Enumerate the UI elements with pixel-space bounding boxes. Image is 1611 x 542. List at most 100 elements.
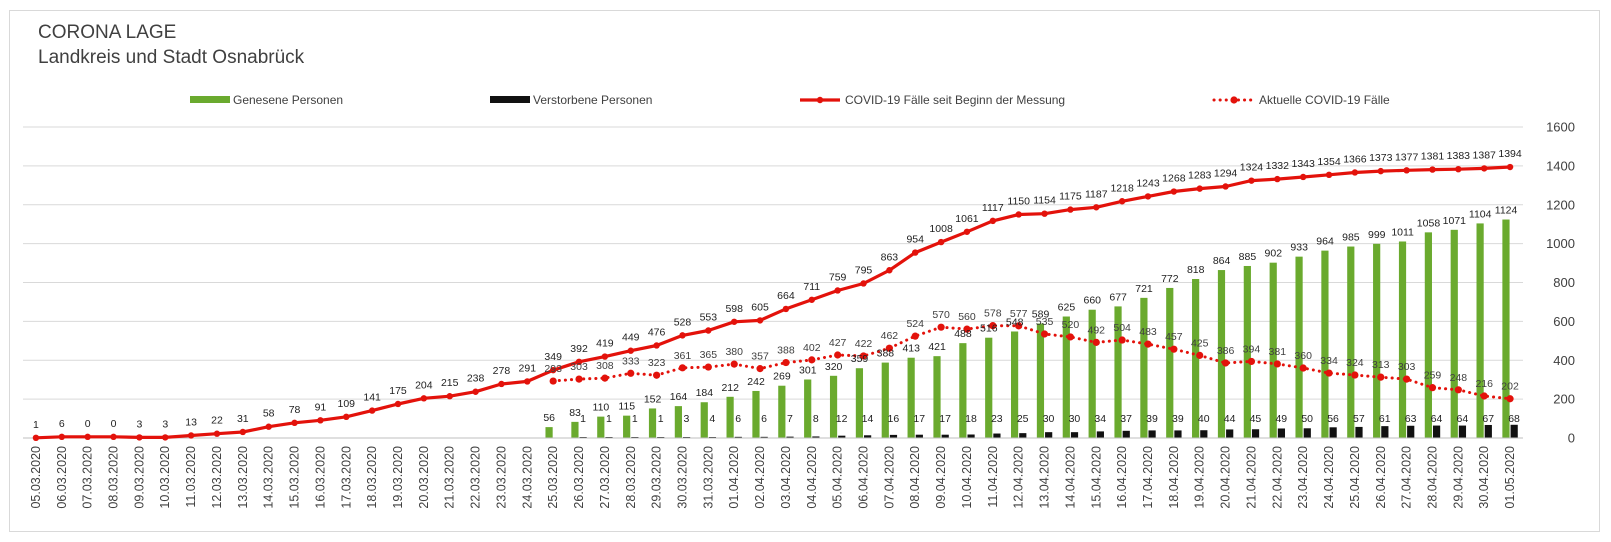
recovered-bar (1140, 297, 1148, 438)
deceased-data-label: 57 (1353, 413, 1365, 425)
cumulative-cases-point (472, 388, 479, 395)
x-tick-label: 21.04.2020 (1244, 446, 1258, 509)
recovered-data-label: 864 (1213, 255, 1231, 267)
cumulative-data-label: 528 (674, 316, 692, 328)
x-tick-label: 18.04.2020 (1167, 446, 1181, 509)
recovered-bar (804, 379, 812, 438)
recovered-data-label: 818 (1187, 264, 1205, 276)
deceased-data-label: 68 (1508, 413, 1520, 425)
current-cases-point (1325, 369, 1333, 377)
x-tick-label: 19.04.2020 (1193, 446, 1207, 509)
x-tick-label: 24.03.2020 (520, 446, 534, 509)
cumulative-data-label: 6 (59, 418, 65, 430)
cumulative-data-label: 278 (493, 365, 511, 377)
recovered-data-label: 164 (670, 391, 688, 403)
current-cases-point (704, 363, 712, 371)
current-cases-point (730, 360, 738, 368)
recovered-bar (1036, 323, 1045, 438)
cumulative-data-label: 349 (544, 351, 562, 363)
current-data-label: 202 (1501, 381, 1519, 393)
cumulative-cases-point (58, 433, 65, 441)
x-tick-label: 05.03.2020 (29, 446, 43, 509)
x-tick-label: 22.03.2020 (469, 446, 483, 509)
current-data-label: 334 (1320, 355, 1338, 367)
cumulative-data-label: 204 (415, 379, 433, 391)
deceased-bar (1355, 426, 1363, 438)
y-tick-label: 800 (1553, 275, 1575, 290)
cumulative-cases-point (446, 393, 453, 400)
cumulative-data-label: 22 (211, 415, 223, 427)
y-tick-label: 1600 (1546, 120, 1575, 135)
deceased-bar (967, 434, 975, 438)
deceased-data-label: 3 (684, 413, 690, 425)
deceased-bar (786, 436, 794, 438)
recovered-data-label: 1011 (1391, 226, 1414, 238)
cumulative-cases-point (1170, 188, 1178, 195)
current-cases-point (1377, 373, 1385, 381)
current-cases-point (885, 344, 893, 352)
cumulative-data-label: 1366 (1343, 153, 1367, 165)
deceased-bar (1251, 429, 1260, 438)
cumulative-cases-point (498, 380, 505, 388)
deceased-bar (915, 434, 923, 438)
recovered-data-label: 516 (980, 323, 998, 335)
current-cases-point (1066, 333, 1075, 341)
deceased-data-label: 7 (787, 413, 793, 425)
x-tick-label: 27.04.2020 (1400, 446, 1414, 509)
x-tick-label: 07.03.2020 (81, 446, 95, 509)
deceased-bar (1122, 430, 1130, 438)
cumulative-data-label: 605 (751, 301, 769, 313)
recovered-data-label: 985 (1342, 232, 1360, 244)
recovered-bar (1373, 243, 1381, 438)
cumulative-data-label: 3 (136, 418, 142, 430)
cumulative-cases-point (394, 400, 402, 408)
y-tick-label: 0 (1568, 431, 1575, 446)
deceased-bar (1019, 433, 1027, 438)
recovered-data-label: 152 (644, 393, 662, 405)
recovered-bar (778, 385, 786, 438)
cumulative-data-label: 1117 (982, 202, 1004, 214)
recovered-bar (829, 375, 838, 438)
cumulative-data-label: 449 (622, 332, 640, 344)
x-tick-label: 01.05.2020 (1503, 446, 1517, 509)
cumulative-data-label: 1187 (1085, 188, 1108, 200)
cumulative-data-label: 664 (777, 290, 795, 302)
x-tick-label: 06.04.2020 (857, 446, 871, 509)
recovered-bar (1424, 232, 1432, 438)
y-tick-label: 200 (1553, 392, 1575, 407)
current-cases-point (1221, 359, 1230, 367)
cumulative-data-label: 1383 (1447, 150, 1471, 162)
recovered-bar (985, 337, 993, 438)
recovered-bar (674, 406, 682, 438)
current-cases-point (911, 332, 919, 340)
deceased-bar (864, 435, 872, 438)
recovered-bar (623, 415, 631, 438)
deceased-bar (1381, 426, 1389, 438)
recovered-bar (1398, 241, 1407, 438)
x-tick-label: 22.04.2020 (1270, 446, 1284, 509)
cumulative-data-label: 1387 (1473, 149, 1497, 161)
cumulative-data-label: 175 (389, 385, 407, 397)
current-cases-line (551, 324, 1512, 401)
recovered-data-label: 115 (618, 401, 635, 413)
deceased-data-label: 1 (580, 413, 586, 425)
cumulative-cases-point (1455, 165, 1462, 173)
current-data-label: 560 (958, 311, 976, 323)
cumulative-data-label: 1324 (1240, 162, 1264, 174)
current-cases-point (989, 322, 997, 330)
recovered-data-label: 548 (1006, 316, 1024, 328)
cumulative-cases-point (265, 423, 272, 430)
cumulative-data-label: 759 (829, 271, 847, 283)
recovered-data-label: 320 (825, 361, 843, 373)
cumulative-cases-point (1481, 165, 1488, 172)
x-tick-label: 30.03.2020 (675, 446, 689, 509)
recovered-bar (1347, 246, 1355, 438)
cumulative-data-label: 1008 (929, 223, 953, 235)
cumulative-cases-point (368, 407, 376, 414)
recovered-bar (959, 343, 967, 438)
cumulative-data-label: 31 (237, 413, 249, 425)
recovered-bar (1217, 270, 1226, 438)
cumulative-data-label: 238 (467, 373, 485, 385)
deceased-data-label: 56 (1327, 413, 1339, 425)
